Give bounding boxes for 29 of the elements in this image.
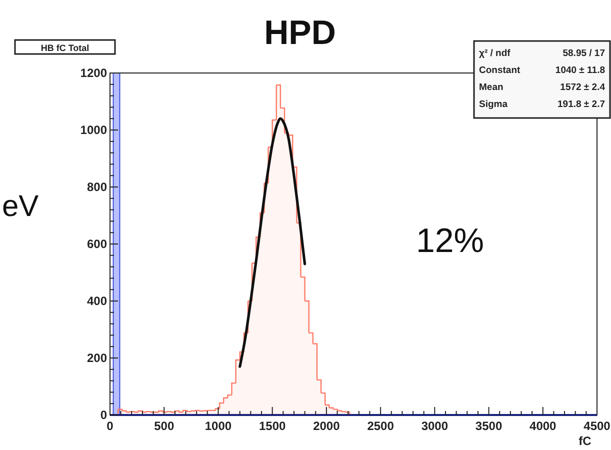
text: 58.95 / 17: [562, 48, 605, 59]
y-tick-label: 0: [100, 408, 108, 422]
x-tick-label: 2500: [367, 419, 394, 433]
y-tick-label: 1000: [80, 123, 108, 137]
annotation: Mean: [479, 82, 504, 93]
y-tick-label: 600: [86, 237, 108, 251]
chart-title: HPD: [264, 14, 336, 52]
annotation: 191.8 ± 2.7: [558, 99, 605, 110]
x-tick-label: 1000: [204, 419, 232, 433]
annotation: Constant: [479, 65, 521, 76]
y-tick-label: 200: [86, 351, 108, 365]
x-tick-label: 1500: [258, 419, 286, 433]
x-tick-label: 4000: [530, 419, 557, 433]
y-tick-label: 1200: [80, 66, 108, 80]
text: HB fC Total: [40, 43, 90, 53]
x-tick-label: 2000: [313, 419, 340, 433]
y-tick-label: 800: [86, 180, 108, 194]
text: eV: [2, 190, 39, 223]
x-axis-title: fC: [578, 434, 592, 448]
x-tick-label: 4500: [584, 419, 611, 433]
x-tick-label: 3500: [475, 419, 502, 433]
y-tick-label: 400: [86, 294, 108, 308]
annotation: Sigma: [479, 99, 508, 110]
x-tick-label: 500: [154, 419, 174, 433]
annotation: 12%: [416, 222, 484, 260]
text: χ² / ndf: [479, 48, 512, 59]
annotation: 1040 ± 11.8: [555, 65, 605, 76]
annotation: 1572 ± 2.4: [560, 82, 606, 93]
x-tick-label: 3000: [421, 419, 448, 433]
